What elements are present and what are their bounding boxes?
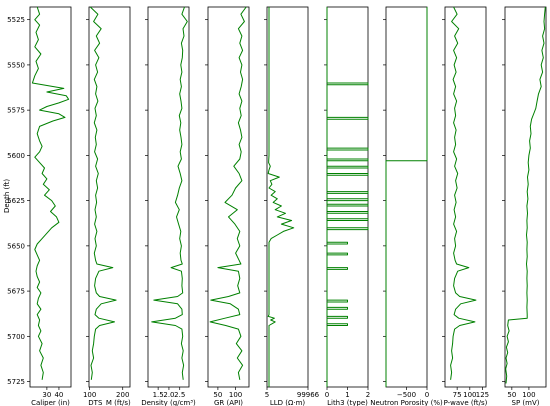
track-neutron-frame: [385, 6, 428, 388]
track-lld-tick-label: 5: [265, 391, 269, 399]
depth-tick-label: 5550: [7, 61, 25, 69]
track-sp-frame: [504, 6, 547, 388]
track-gr-label: GR (API): [214, 399, 243, 406]
track-dts-tick-label: 200: [116, 391, 129, 399]
track-dts-curve: [89, 6, 117, 380]
track-gr-tick-label: 50: [213, 391, 222, 399]
track-neutron-tick-label: −500: [397, 391, 416, 399]
track-lith3-frame: [326, 6, 369, 388]
track-sp-tick-label: 100: [522, 391, 535, 399]
track-pwave-tick-label: 125: [476, 391, 489, 399]
track-density-curve: [151, 6, 188, 380]
track-caliper-frame: [29, 6, 72, 388]
track-density-tick-label: 2.0: [163, 391, 174, 399]
track-caliper-tick-label: 30: [42, 391, 51, 399]
track-sp-curve: [505, 6, 546, 384]
track-lld-frame: [266, 6, 309, 388]
track-caliper-tick-label: 40: [54, 391, 63, 399]
track-pwave-curve: [450, 6, 477, 380]
track-neutron-curve: [385, 7, 428, 387]
track-gr-frame: [207, 6, 250, 388]
track-neutron-label: Neutron Porosity (%): [370, 399, 443, 406]
track-density-frame: [147, 6, 190, 388]
track-lld-tick-label: 99966: [297, 391, 320, 399]
depth-tick-label: 5575: [7, 107, 25, 115]
track-lith3-tick-label: 0: [325, 391, 329, 399]
track-lld-label: LLD (Ω·m): [270, 399, 306, 406]
track-dts-label: DTS_M (ft/s): [88, 399, 131, 406]
track-lld-curve: [267, 7, 295, 387]
track-lith3-tick-label: 1: [345, 391, 349, 399]
depth-tick-label: 5675: [7, 288, 25, 296]
track-pwave-tick-label: 100: [463, 391, 476, 399]
track-caliper-curve: [31, 6, 70, 380]
track-sp-tick-label: 50: [507, 391, 516, 399]
track-pwave-label: P-wave (ft/s): [444, 399, 488, 406]
track-density-label: Density (g/cm³): [141, 399, 196, 406]
track-dts-frame: [88, 6, 131, 388]
track-density-tick-label: 1.5: [153, 391, 164, 399]
track-pwave-tick-label: 75: [453, 391, 462, 399]
track-lith3-tick-label: 2: [366, 391, 370, 399]
track-dts-tick-label: 100: [83, 391, 96, 399]
depth-tick-label: 5725: [7, 378, 25, 386]
track-pwave-frame: [444, 6, 487, 388]
track-caliper-label: Caliper (in): [31, 399, 70, 406]
track-gr-curve: [209, 6, 247, 380]
depth-tick-label: 5700: [7, 333, 25, 341]
track-lith3-label: Lith3 (type): [327, 399, 368, 406]
track-sp-label: SP (mV): [512, 399, 540, 406]
track-density-tick-label: 2.5: [174, 391, 185, 399]
track-gr-tick-label: 100: [229, 391, 242, 399]
depth-tick-label: 5650: [7, 242, 25, 250]
depth-axis-label: Depth (ft): [3, 179, 11, 213]
depth-tick-label: 5600: [7, 152, 25, 160]
track-neutron-tick-label: 0: [425, 391, 429, 399]
track-lith3-curve: [326, 7, 369, 387]
depth-tick-label: 5525: [7, 16, 25, 24]
depth-tick-label: 5625: [7, 197, 25, 205]
